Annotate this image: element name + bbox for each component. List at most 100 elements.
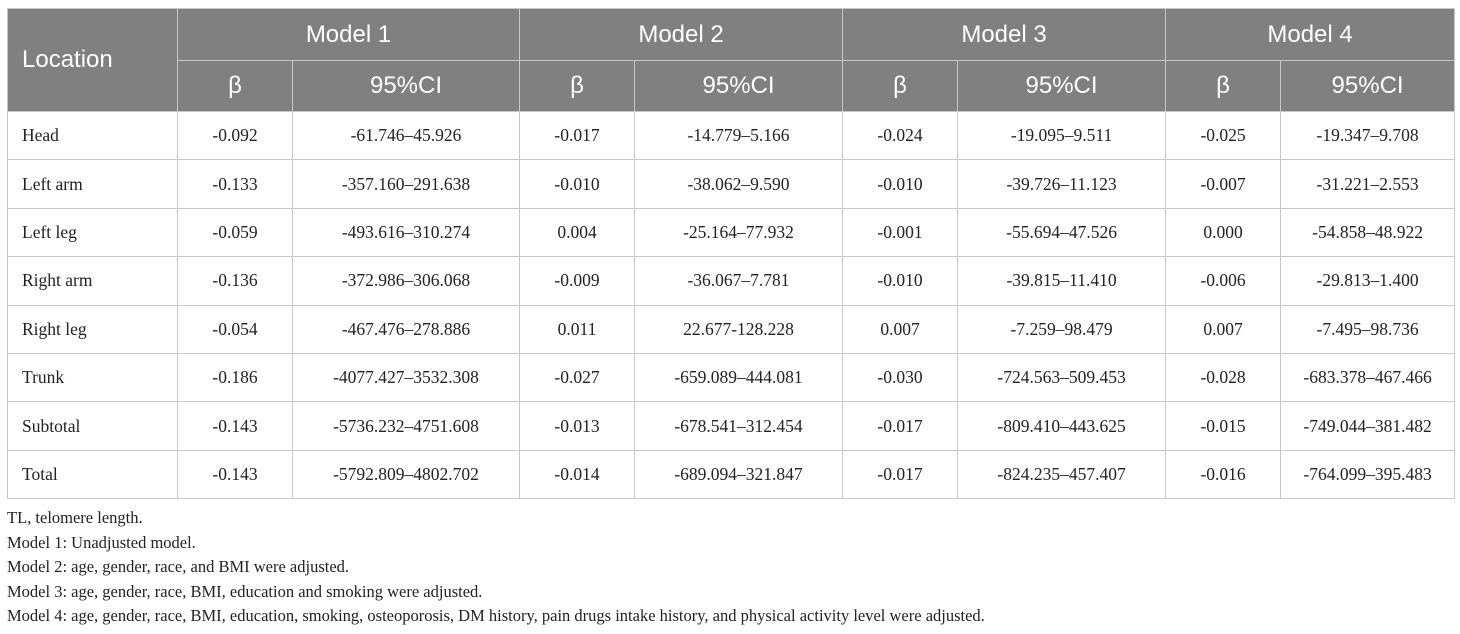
row-label: Right arm	[7, 256, 178, 306]
cell: -5792.809–4802.702	[291, 449, 521, 500]
cell: -764.099–395.483	[1280, 449, 1456, 500]
cell: -19.347–9.708	[1280, 110, 1456, 161]
footnotes: TL, telomere length. Model 1: Unadjusted …	[7, 506, 985, 629]
subheader: 95%CI	[634, 60, 844, 112]
cell: -0.017	[842, 449, 959, 500]
subheader: β	[1165, 60, 1282, 112]
cell: 0.007	[842, 304, 959, 354]
cell: -0.136	[177, 256, 293, 306]
cell: -0.016	[1165, 449, 1282, 500]
subheader: 95%CI	[1280, 60, 1456, 112]
cell: -0.001	[842, 207, 959, 258]
model-header: Model 2	[519, 8, 844, 61]
cell: -29.813–1.400	[1280, 256, 1456, 306]
table-row: Head -0.092 -61.746–45.926 -0.017 -14.779–5.…	[7, 110, 1456, 161]
cell: -25.164–77.932	[634, 207, 844, 258]
model-header: Model 3	[842, 8, 1167, 61]
row-label: Trunk	[7, 352, 178, 403]
cell: -0.007	[1165, 159, 1282, 209]
table-row: Left leg -0.059 -493.616–310.274 0.004 -25.1…	[7, 207, 1456, 258]
row-label: Head	[7, 110, 178, 161]
cell: -0.015	[1165, 401, 1282, 451]
model-header: Model 4	[1165, 8, 1456, 61]
location-header: Location	[7, 8, 178, 112]
cell: -36.067–7.781	[634, 256, 844, 306]
cell: -0.059	[177, 207, 293, 258]
cell: -678.541–312.454	[634, 401, 844, 451]
table-row: Total -0.143 -5792.809–4802.702 -0.014 -689.…	[7, 449, 1456, 500]
row-label: Total	[7, 449, 178, 500]
subheader: β	[177, 60, 293, 112]
subheader: 95%CI	[957, 60, 1167, 112]
cell: -4077.427–3532.308	[291, 352, 521, 403]
subheader: 95%CI	[291, 60, 521, 112]
cell: -0.010	[519, 159, 636, 209]
cell: -467.476–278.886	[291, 304, 521, 354]
cell: -357.160–291.638	[291, 159, 521, 209]
cell: 22.677-128.228	[634, 304, 844, 354]
cell: -0.017	[842, 401, 959, 451]
cell: -749.044–381.482	[1280, 401, 1456, 451]
cell: -54.858–48.922	[1280, 207, 1456, 258]
cell: -61.746–45.926	[291, 110, 521, 161]
subheader: β	[842, 60, 959, 112]
row-label: Right leg	[7, 304, 178, 354]
row-label: Left leg	[7, 207, 178, 258]
results-table: Location Model 1 Model 2 Model 3 Model 4 β 95%…	[7, 8, 1456, 500]
cell: -824.235–457.407	[957, 449, 1167, 500]
cell: -659.089–444.081	[634, 352, 844, 403]
cell: -38.062–9.590	[634, 159, 844, 209]
table-row: Left arm -0.133 -357.160–291.638 -0.010 -38.…	[7, 159, 1456, 209]
subheader-row: β 95%CI β 95%CI β 95%CI β 95%CI	[8, 60, 1456, 112]
cell: -689.094–321.847	[634, 449, 844, 500]
footnote: Model 2: age, gender, race, and BMI were…	[7, 557, 350, 576]
cell: 0.004	[519, 207, 636, 258]
row-label: Left arm	[7, 159, 178, 209]
cell: -39.815–11.410	[957, 256, 1167, 306]
cell: -0.030	[842, 352, 959, 403]
cell: -7.495–98.736	[1280, 304, 1456, 354]
cell: -0.013	[519, 401, 636, 451]
subheader: β	[519, 60, 636, 112]
cell: -0.010	[842, 256, 959, 306]
cell: -39.726–11.123	[957, 159, 1167, 209]
row-label: Subtotal	[7, 401, 178, 451]
cell: -0.017	[519, 110, 636, 161]
cell: -0.009	[519, 256, 636, 306]
table-row: Subtotal -0.143 -5736.232–4751.608 -0.013 -6…	[7, 401, 1456, 451]
cell: -14.779–5.166	[634, 110, 844, 161]
cell: -7.259–98.479	[957, 304, 1167, 354]
cell: -55.694–47.526	[957, 207, 1167, 258]
cell: -31.221–2.553	[1280, 159, 1456, 209]
cell: 0.007	[1165, 304, 1282, 354]
cell: -809.410–443.625	[957, 401, 1167, 451]
header-row: Location Model 1 Model 2 Model 3 Model 4	[7, 8, 1456, 112]
footnote: Model 4: age, gender, race, BMI, educati…	[7, 606, 985, 625]
cell: -0.054	[177, 304, 293, 354]
cell: -0.010	[842, 159, 959, 209]
table-row: Trunk -0.186 -4077.427–3532.308 -0.027 -659.…	[7, 352, 1456, 403]
cell: -0.143	[177, 401, 293, 451]
cell: -0.092	[177, 110, 293, 161]
cell: -0.027	[519, 352, 636, 403]
cell: 0.011	[519, 304, 636, 354]
footnote: Model 3: age, gender, race, BMI, educati…	[7, 581, 483, 601]
cell: -493.616–310.274	[291, 207, 521, 258]
cell: -0.006	[1165, 256, 1282, 306]
cell: -683.378–467.466	[1280, 352, 1456, 403]
cell: -724.563–509.453	[957, 352, 1167, 403]
cell: -19.095–9.511	[957, 110, 1167, 161]
cell: -372.986–306.068	[291, 256, 521, 306]
cell: -0.186	[177, 352, 293, 403]
table-row: Right leg -0.054 -467.476–278.886 0.011 22.6…	[7, 304, 1456, 354]
footnote: TL, telomere length.	[7, 508, 143, 527]
table-row: Right arm -0.136 -372.986–306.068 -0.009 -36…	[7, 256, 1456, 306]
model-header: Model 1	[176, 8, 521, 61]
cell: -0.014	[519, 449, 636, 500]
cell: -5736.232–4751.608	[291, 401, 521, 451]
cell: -0.028	[1165, 352, 1282, 403]
cell: -0.025	[1165, 110, 1282, 161]
cell: -0.143	[177, 449, 293, 500]
cell: -0.024	[842, 110, 959, 161]
